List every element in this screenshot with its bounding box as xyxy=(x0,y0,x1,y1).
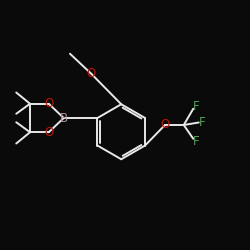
Text: B: B xyxy=(60,112,68,124)
Text: F: F xyxy=(193,135,200,148)
Text: O: O xyxy=(44,97,54,110)
Text: F: F xyxy=(199,116,206,129)
Text: O: O xyxy=(160,118,170,132)
Text: O: O xyxy=(44,126,54,139)
Text: O: O xyxy=(87,67,96,80)
Text: F: F xyxy=(193,100,200,113)
